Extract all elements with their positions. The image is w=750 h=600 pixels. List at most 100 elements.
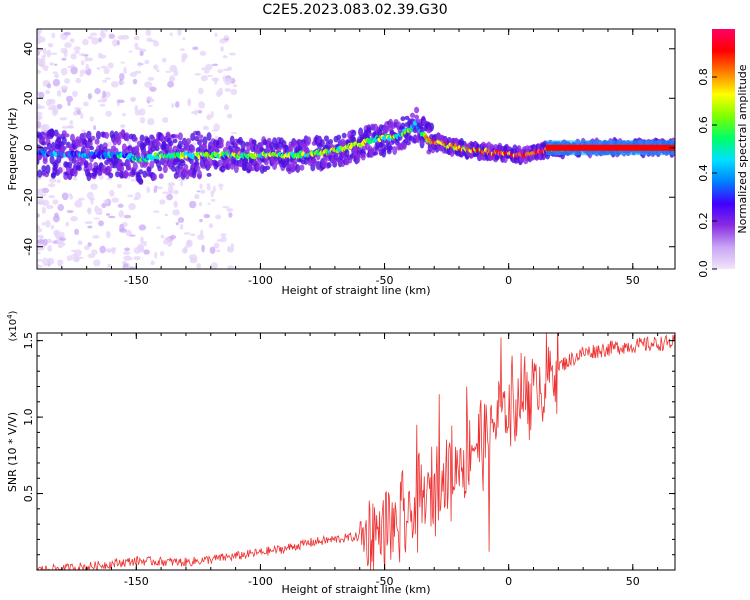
heatmap-noise-cell — [154, 251, 158, 259]
heatmap-halo-cell — [392, 146, 398, 156]
heatmap-halo-cell — [172, 138, 178, 144]
heatmap-halo-cell — [168, 141, 174, 147]
colorbar-ticks: 0.0 0.2 0.4 0.6 0.8 — [697, 68, 717, 278]
heatmap-noise-cell — [182, 37, 186, 41]
heatmap-noise-cell — [216, 238, 223, 242]
snr-x-ticks: -150 -100 -50 0 50 — [36, 333, 659, 588]
heatmap-noise-cell — [74, 50, 80, 54]
heatmap-halo-cell — [106, 166, 112, 173]
heatmap-noise-cell — [54, 73, 60, 79]
heatmap-noise-cell — [200, 229, 204, 236]
heatmap-noise-cell — [232, 84, 238, 88]
heatmap-noise-cell — [162, 191, 169, 195]
heatmap-noise-cell — [50, 224, 55, 230]
heatmap-noise-cell — [77, 240, 83, 246]
snr-y-scale-label: (x104) — [6, 310, 19, 341]
heatmap-noise-cell — [200, 75, 208, 82]
heatmap-halo-cell — [108, 172, 114, 179]
heatmap-noise-cell — [133, 35, 140, 41]
heatmap-noise-cell — [77, 197, 85, 201]
heatmap-noise-cell — [75, 77, 82, 84]
heatmap-noise-cell — [41, 206, 47, 214]
heatmap-halo-cell — [49, 128, 55, 138]
heatmap-halo-cell — [409, 112, 415, 118]
heatmap-noise-cell — [156, 69, 160, 73]
heatmap-noise-cell — [146, 186, 151, 194]
heatmap-noise-cell — [73, 46, 81, 51]
colorbar-gradient — [712, 29, 735, 269]
heatmap-noise-cell — [99, 103, 106, 107]
heatmap-noise-cell — [198, 201, 203, 207]
heatmap-halo-cell — [72, 168, 78, 177]
heatmap-halo-cell — [255, 163, 261, 171]
heatmap-noise-cell — [146, 96, 153, 101]
heatmap-noise-cell — [74, 107, 83, 110]
heatmap-noise-cell — [46, 83, 52, 89]
heatmap-noise-cell — [129, 266, 135, 269]
heatmap-noise-cell — [116, 183, 122, 189]
heatmap-halo-cell — [228, 145, 234, 151]
heatmap-noise-cell — [37, 69, 42, 75]
heatmap-noise-cell — [165, 70, 171, 73]
heatmap-noise-cell — [106, 141, 112, 148]
heatmap-noise-cell — [57, 204, 65, 211]
heatmap-noise-cell — [42, 238, 48, 246]
heatmap-noise-cell — [156, 226, 161, 230]
heatmap-halo-cell — [351, 129, 357, 137]
heatmap-noise-cell — [101, 203, 107, 209]
x-tick-label: -50 — [376, 575, 394, 588]
heatmap-noise-cell — [48, 194, 56, 199]
heatmap-noise-cell — [41, 222, 46, 226]
heatmap-noise-cell — [37, 198, 45, 205]
heatmap-noise-cell — [143, 249, 150, 255]
heatmap-halo-cell — [86, 130, 92, 140]
heatmap-noise-cell — [201, 244, 205, 253]
snr-x-axis-label: Height of straight line (km) — [281, 583, 430, 596]
heatmap-noise-cell — [132, 78, 138, 85]
heatmap-noise-cell — [52, 199, 59, 205]
heatmap-noise-cell — [93, 259, 101, 267]
heatmap-noise-cell — [219, 187, 223, 191]
heatmap-noise-cell — [226, 207, 234, 212]
heatmap-noise-cell — [97, 99, 101, 103]
heatmap-halo-cell — [202, 136, 208, 146]
heatmap-noise-cell — [105, 248, 113, 253]
heatmap-noise-cell — [206, 185, 211, 191]
heatmap-noise-cell — [201, 67, 207, 71]
heatmap-noise-cell — [87, 93, 93, 100]
heatmap-halo-cell — [379, 141, 385, 148]
y-tick-label: 0 — [22, 144, 35, 151]
heatmap-noise-cell — [103, 199, 110, 204]
heatmap-noise-cell — [138, 224, 147, 231]
heatmap-noise-cell — [66, 125, 75, 129]
heatmap-noise-cell — [143, 240, 147, 247]
heatmap-noise-cell — [156, 186, 164, 190]
heatmap-noise-cell — [103, 67, 110, 75]
heatmap-noise-cell — [160, 234, 165, 239]
heatmap-noise-cell — [47, 183, 56, 188]
heatmap-noise-cell — [194, 72, 202, 76]
heatmap-halo-cell — [45, 164, 51, 174]
heatmap-noise-cell — [38, 59, 46, 67]
heatmap-noise-cell — [99, 54, 107, 59]
heatmap-noise-cell — [220, 233, 227, 237]
heatmap-noise-cell — [210, 190, 215, 198]
heatmap-noise-cell — [87, 242, 92, 247]
heatmap-noise-cell — [209, 246, 216, 254]
heatmap-halo-cell — [116, 137, 122, 146]
heatmap-noise-cell — [194, 193, 200, 200]
heatmap-noise-cell — [37, 50, 41, 56]
heatmap-noise-cell — [120, 61, 126, 64]
heatmap-noise-cell — [178, 179, 186, 182]
heatmap-noise-cell — [86, 191, 94, 200]
heatmap-noise-cell — [159, 199, 166, 205]
heatmap-noise-cell — [87, 35, 94, 40]
heatmap-noise-cell — [222, 205, 230, 209]
heatmap-halo-cell — [41, 165, 47, 172]
heatmap-halo-cell — [414, 114, 420, 120]
heatmap-noise-cell — [93, 125, 97, 131]
heatmap-noise-cell — [45, 89, 51, 95]
heatmap-noise-cell — [140, 236, 144, 245]
heatmap-noise-cell — [37, 121, 42, 128]
heatmap-noise-cell — [149, 86, 157, 92]
